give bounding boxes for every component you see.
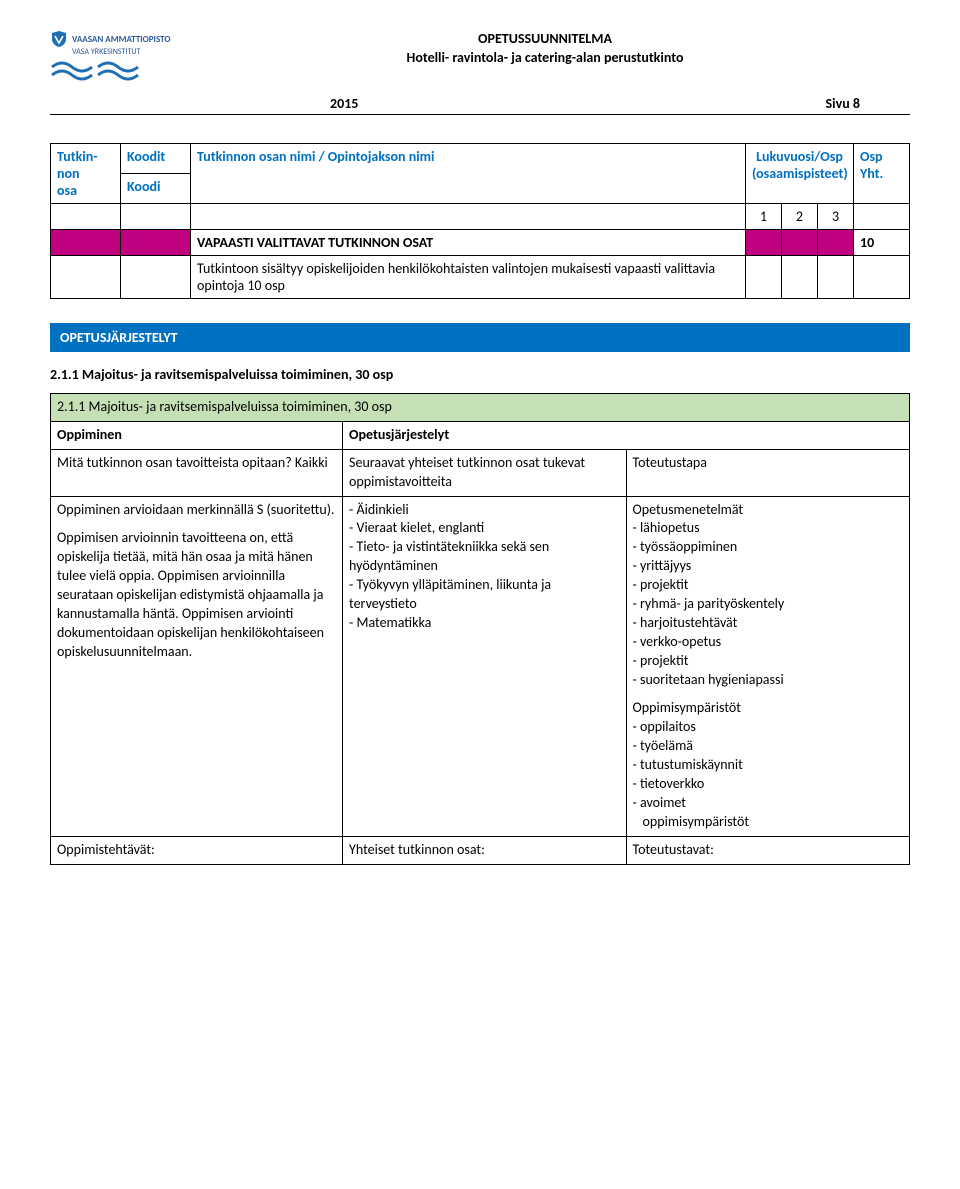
table-row: Oppiminen Opetusjärjestelyt (51, 421, 910, 449)
cell-2: 2 (781, 204, 817, 230)
table-row-magenta: VAPAASTI VALITTAVAT TUTKINNON OSAT 10 (51, 230, 910, 256)
list-item: Matematikka (349, 614, 619, 633)
header-year-row: 2015 Sivu 8 (330, 95, 860, 112)
cell-1: 1 (745, 204, 781, 230)
logo-text-1: VAASAN AMMATTIOPISTO (72, 34, 170, 45)
table-row: Tutkintoon sisältyy opiskelijoiden henki… (51, 256, 910, 299)
section-heading: 2.1.1 Majoitus- ja ravitsemispalveluissa… (50, 366, 910, 383)
list-item: Työkyvyn ylläpitäminen, liikunta ja terv… (349, 576, 619, 614)
cell-r3c1: Oppiminen arvioidaan merkinnällä S (suor… (51, 496, 343, 836)
list-item: työelämä (633, 737, 903, 756)
cell-r4c3: Toteutustavat: (626, 836, 909, 864)
table-row: 1 2 3 (51, 204, 910, 230)
hdr-koodit: Koodit (121, 144, 191, 174)
header-divider (50, 114, 910, 115)
table-row: Tutkin- non osa Koodit Tutkinnon osan ni… (51, 144, 910, 174)
table-row: Oppiminen arvioidaan merkinnällä S (suor… (51, 496, 910, 836)
hdr-lukuvuosi: Lukuvuosi/Osp (osaamispisteet) (745, 144, 853, 204)
green-title: 2.1.1 Majoitus- ja ravitsemispalveluissa… (51, 394, 910, 422)
list-item: Vieraat kielet, englanti (349, 519, 619, 538)
section-bar: OPETUSJÄRJESTELYT (50, 323, 910, 352)
cell-r4c1: Oppimistehtävät: (51, 836, 343, 864)
list-item: Äidinkieli (349, 501, 619, 520)
list-item: tietoverkko (633, 775, 903, 794)
cell-r3c3: Opetusmenetelmät lähiopetustyössäoppimin… (626, 496, 909, 836)
magenta-value: 10 (854, 230, 910, 256)
hdr-osp-yht: Osp Yht. (854, 144, 910, 204)
doc-title-2: Hotelli- ravintola- ja catering-alan per… (180, 49, 910, 68)
table-row: Mitä tutkinnon osan tavoitteista opitaan… (51, 449, 910, 496)
logo-block: VAASAN AMMATTIOPISTO VASA YRKESINSTITUT (50, 30, 180, 85)
cell-3: 3 (817, 204, 853, 230)
body-text-cell: Tutkintoon sisältyy opiskelijoiden henki… (191, 256, 746, 299)
cell-r4c2: Yhteiset tutkinnon osat: (343, 836, 626, 864)
list-item: oppilaitos (633, 718, 903, 737)
page-header: VAASAN AMMATTIOPISTO VASA YRKESINSTITUT … (50, 30, 910, 85)
list-item: suoritetaan hygieniapassi (633, 671, 903, 690)
list-item: lähiopetus (633, 519, 903, 538)
hdr-nimi: Tutkinnon osan nimi / Opintojakson nimi (191, 144, 746, 204)
logo-text-2: VASA YRKESINSTITUT (72, 47, 180, 57)
year-label: 2015 (330, 95, 358, 112)
page-number: Sivu 8 (826, 95, 860, 112)
cell-oppiminen: Oppiminen (51, 421, 343, 449)
list-item: ryhmä- ja parityöskentely (633, 595, 903, 614)
list-item: Tieto- ja vistintätekniikka sekä sen hyö… (349, 538, 619, 576)
cell-r2c3: Toteutustapa (626, 449, 909, 496)
list-item: tutustumiskäynnit (633, 756, 903, 775)
list-item: verkko-opetus (633, 633, 903, 652)
wave-icon (50, 59, 160, 85)
list-item: projektit (633, 652, 903, 671)
main-table: Tutkin- non osa Koodit Tutkinnon osan ni… (50, 143, 910, 299)
list-item: työssäoppiminen (633, 538, 903, 557)
list-item: harjoitustehtävät (633, 614, 903, 633)
cell-r2c1: Mitä tutkinnon osan tavoitteista opitaan… (51, 449, 343, 496)
hdr-tutkinnon-osa: Tutkin- non osa (51, 144, 121, 204)
cell-r2c2: Seuraavat yhteiset tutkinnon osat tukeva… (343, 449, 626, 496)
table-row: Oppimistehtävät: Yhteiset tutkinnon osat… (51, 836, 910, 864)
list-item: yrittäjyys (633, 557, 903, 576)
table-row-green: 2.1.1 Majoitus- ja ravitsemispalveluissa… (51, 394, 910, 422)
doc-title-1: OPETUSSUUNNITELMA (180, 30, 910, 49)
list-item: projektit (633, 576, 903, 595)
cell-r3c2: ÄidinkieliVieraat kielet, englantiTieto-… (343, 496, 626, 836)
hdr-koodi: Koodi (121, 174, 191, 204)
list-item: avoimet (633, 794, 903, 813)
cell-opetusjarjestelyt: Opetusjärjestelyt (343, 421, 910, 449)
shield-icon (50, 30, 68, 48)
magenta-label: VAPAASTI VALITTAVAT TUTKINNON OSAT (191, 230, 746, 256)
learning-table: 2.1.1 Majoitus- ja ravitsemispalveluissa… (50, 393, 910, 865)
